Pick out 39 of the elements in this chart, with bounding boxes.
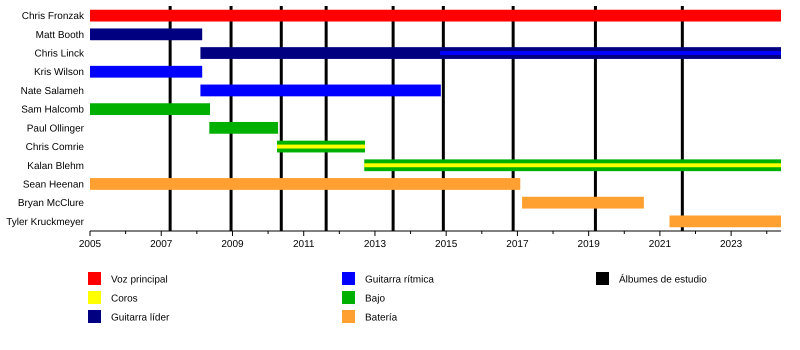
bar bbox=[90, 10, 781, 22]
y-tick-label: Sam Halcomb bbox=[21, 104, 84, 116]
legend-label: Voz principal bbox=[111, 274, 168, 286]
bar bbox=[90, 103, 210, 116]
x-tick-label: 2009 bbox=[221, 239, 244, 250]
y-tick-label: Bryan McClure bbox=[18, 198, 84, 210]
y-tick-label: Tyler Kruckmeyer bbox=[6, 216, 85, 228]
bar bbox=[90, 66, 202, 78]
legend-label: Guitarra líder bbox=[111, 312, 170, 324]
bar bbox=[522, 196, 644, 209]
y-tick-label: Chris Fronzak bbox=[22, 11, 85, 22]
x-tick-label: 2011 bbox=[292, 239, 315, 250]
bar bbox=[209, 122, 278, 134]
x-tick-label: 2023 bbox=[720, 239, 743, 250]
x-tick-label: 2007 bbox=[150, 239, 173, 250]
bar bbox=[670, 215, 781, 228]
y-tick-label: Sean Heenan bbox=[22, 179, 84, 190]
y-tick-label: Kris Wilson bbox=[34, 67, 84, 78]
legend-label: Álbumes de estudio bbox=[619, 274, 708, 286]
x-tick-label: 2021 bbox=[648, 239, 672, 250]
bar bbox=[90, 28, 202, 40]
x-tick-label: 2017 bbox=[506, 239, 529, 250]
y-tick-label: Matt Booth bbox=[36, 30, 84, 41]
y-tick-label: Chris Comrie bbox=[26, 142, 84, 154]
y-tick-label: Nate Salameh bbox=[20, 86, 84, 97]
x-tick-label: 2015 bbox=[435, 239, 458, 250]
legend-label: Coros bbox=[111, 294, 138, 304]
y-tick-label: Chris Linck bbox=[34, 48, 85, 60]
x-tick-label: 2019 bbox=[578, 239, 600, 250]
legend-label: Guitarra rítmica bbox=[365, 274, 434, 286]
bar bbox=[276, 144, 365, 149]
y-tick-label: Paul Ollinger bbox=[26, 123, 85, 134]
bar bbox=[200, 84, 441, 96]
x-tick-label: 2005 bbox=[78, 239, 102, 250]
x-tick-label: 2013 bbox=[364, 239, 387, 250]
y-tick-label: Kalan Blehm bbox=[27, 160, 84, 172]
legend-label: Bajo bbox=[365, 294, 386, 304]
legend-label: Batería bbox=[365, 312, 398, 324]
bar bbox=[90, 178, 520, 190]
